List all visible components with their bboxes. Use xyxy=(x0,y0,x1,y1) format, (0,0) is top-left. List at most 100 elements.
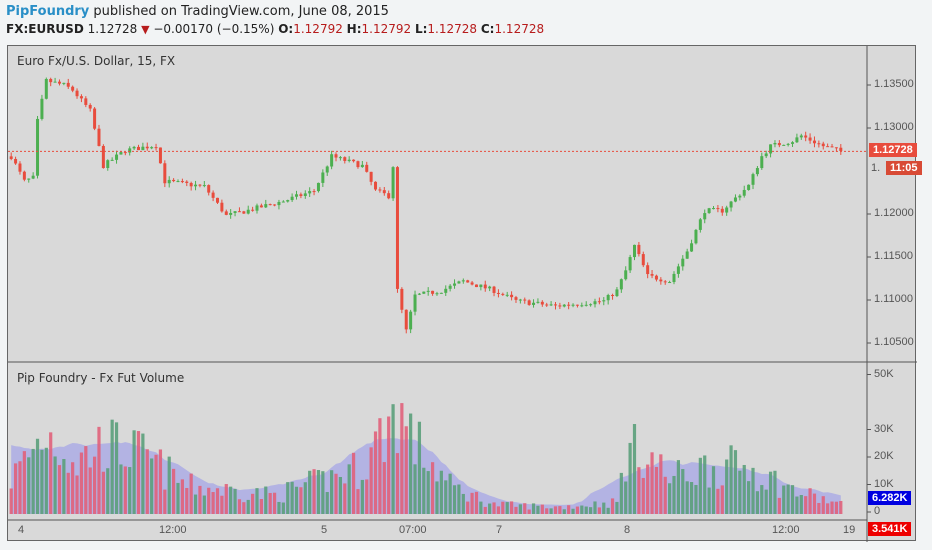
candle-body xyxy=(88,104,92,109)
candle-body xyxy=(172,179,176,182)
volume-bar xyxy=(325,492,329,514)
volume-bar xyxy=(685,481,689,514)
candle-body xyxy=(132,146,136,149)
volume-bar xyxy=(13,463,18,514)
candle-body xyxy=(720,208,724,213)
volume-bar xyxy=(689,482,694,514)
volume-bar xyxy=(545,508,549,514)
volume-bar xyxy=(189,473,193,514)
time-axis-label: 5 xyxy=(321,524,328,536)
volume-bar xyxy=(185,487,189,514)
volume-bar xyxy=(40,449,44,514)
candle-body xyxy=(14,158,18,164)
symbol: FX:EURUSD xyxy=(6,22,84,36)
volume-bar xyxy=(290,481,294,514)
candle-body xyxy=(593,301,597,305)
volume-bar xyxy=(492,502,496,514)
candle-body xyxy=(505,294,509,296)
candle-body xyxy=(826,146,830,148)
candle-body xyxy=(646,265,650,275)
candle-body xyxy=(246,209,250,214)
volume-bar xyxy=(71,462,75,514)
candle-body xyxy=(716,208,720,210)
volume-bar xyxy=(180,479,184,514)
volume-bar xyxy=(527,509,531,514)
volume-bar xyxy=(360,479,364,514)
volume-bar xyxy=(312,469,316,514)
volume-tag-red: 3.541K xyxy=(868,522,912,536)
chart-canvas[interactable] xyxy=(8,46,917,542)
volume-bar xyxy=(22,451,26,514)
volume-bar xyxy=(676,460,680,514)
volume-bar xyxy=(356,489,360,514)
volume-bar xyxy=(369,447,373,514)
candle-body xyxy=(567,304,571,306)
candle-body xyxy=(501,293,505,295)
volume-bar xyxy=(738,470,742,514)
volume-bar xyxy=(624,481,628,514)
candle-body xyxy=(273,204,277,206)
candle-body xyxy=(619,279,623,290)
candle-body xyxy=(453,283,457,286)
candle-body xyxy=(404,309,408,330)
candle-body xyxy=(764,153,768,157)
candle-body xyxy=(194,184,198,187)
volume-bar xyxy=(768,471,773,514)
volume-bar xyxy=(286,482,290,514)
volume-bar xyxy=(53,456,57,514)
candle-body xyxy=(255,205,259,211)
author-link[interactable]: PipFoundry xyxy=(6,4,90,19)
candle-body xyxy=(439,292,443,294)
candle-body xyxy=(597,301,601,303)
volume-bar xyxy=(321,471,325,514)
candle-body xyxy=(352,159,356,162)
candle-body xyxy=(808,137,812,141)
volume-bar xyxy=(220,495,224,514)
candle-body xyxy=(75,90,79,97)
candle-body xyxy=(602,300,606,302)
volume-bar xyxy=(404,426,408,514)
volume-bar xyxy=(536,505,540,514)
candle-body xyxy=(57,81,61,84)
volume-bar xyxy=(830,501,834,514)
candle-body xyxy=(422,291,426,294)
candle-body xyxy=(773,143,777,145)
volume-bar xyxy=(97,426,101,514)
candle-body xyxy=(93,108,97,129)
volume-bar xyxy=(233,488,237,514)
volume-bar xyxy=(501,501,505,514)
candle-body xyxy=(510,294,514,298)
volume-bar xyxy=(395,453,400,514)
candle-body xyxy=(119,152,123,155)
candle-body xyxy=(40,98,44,119)
candle-body xyxy=(527,300,531,305)
volume-bar xyxy=(584,506,588,514)
candle-body xyxy=(277,201,281,206)
volume-bar xyxy=(211,492,215,514)
volume-bar xyxy=(141,433,145,514)
time-axis-label: 07:00 xyxy=(399,524,427,536)
volume-bar xyxy=(650,452,654,514)
candle-body xyxy=(84,98,88,105)
candle-body xyxy=(207,185,211,193)
candle-body xyxy=(549,304,553,306)
candle-body xyxy=(167,179,171,184)
candle-body xyxy=(110,159,114,161)
volume-bar xyxy=(66,472,70,514)
candle-body xyxy=(580,305,584,307)
volume-bar xyxy=(237,499,242,514)
volume-bar xyxy=(729,445,733,514)
candle-body xyxy=(374,181,378,190)
chart-frame[interactable]: Euro Fx/U.S. Dollar, 15, FX Pip Foundry … xyxy=(7,45,922,542)
volume-bar xyxy=(391,404,395,514)
candle-body xyxy=(330,154,334,167)
candle-body xyxy=(474,284,478,288)
volume-bar xyxy=(711,466,716,514)
volume-bar xyxy=(62,459,66,514)
volume-bar xyxy=(751,467,755,514)
volume-bar xyxy=(430,462,435,514)
candle-body xyxy=(106,160,110,169)
volume-bar xyxy=(172,468,176,514)
volume-bar xyxy=(821,496,825,514)
candle-body xyxy=(633,244,636,258)
